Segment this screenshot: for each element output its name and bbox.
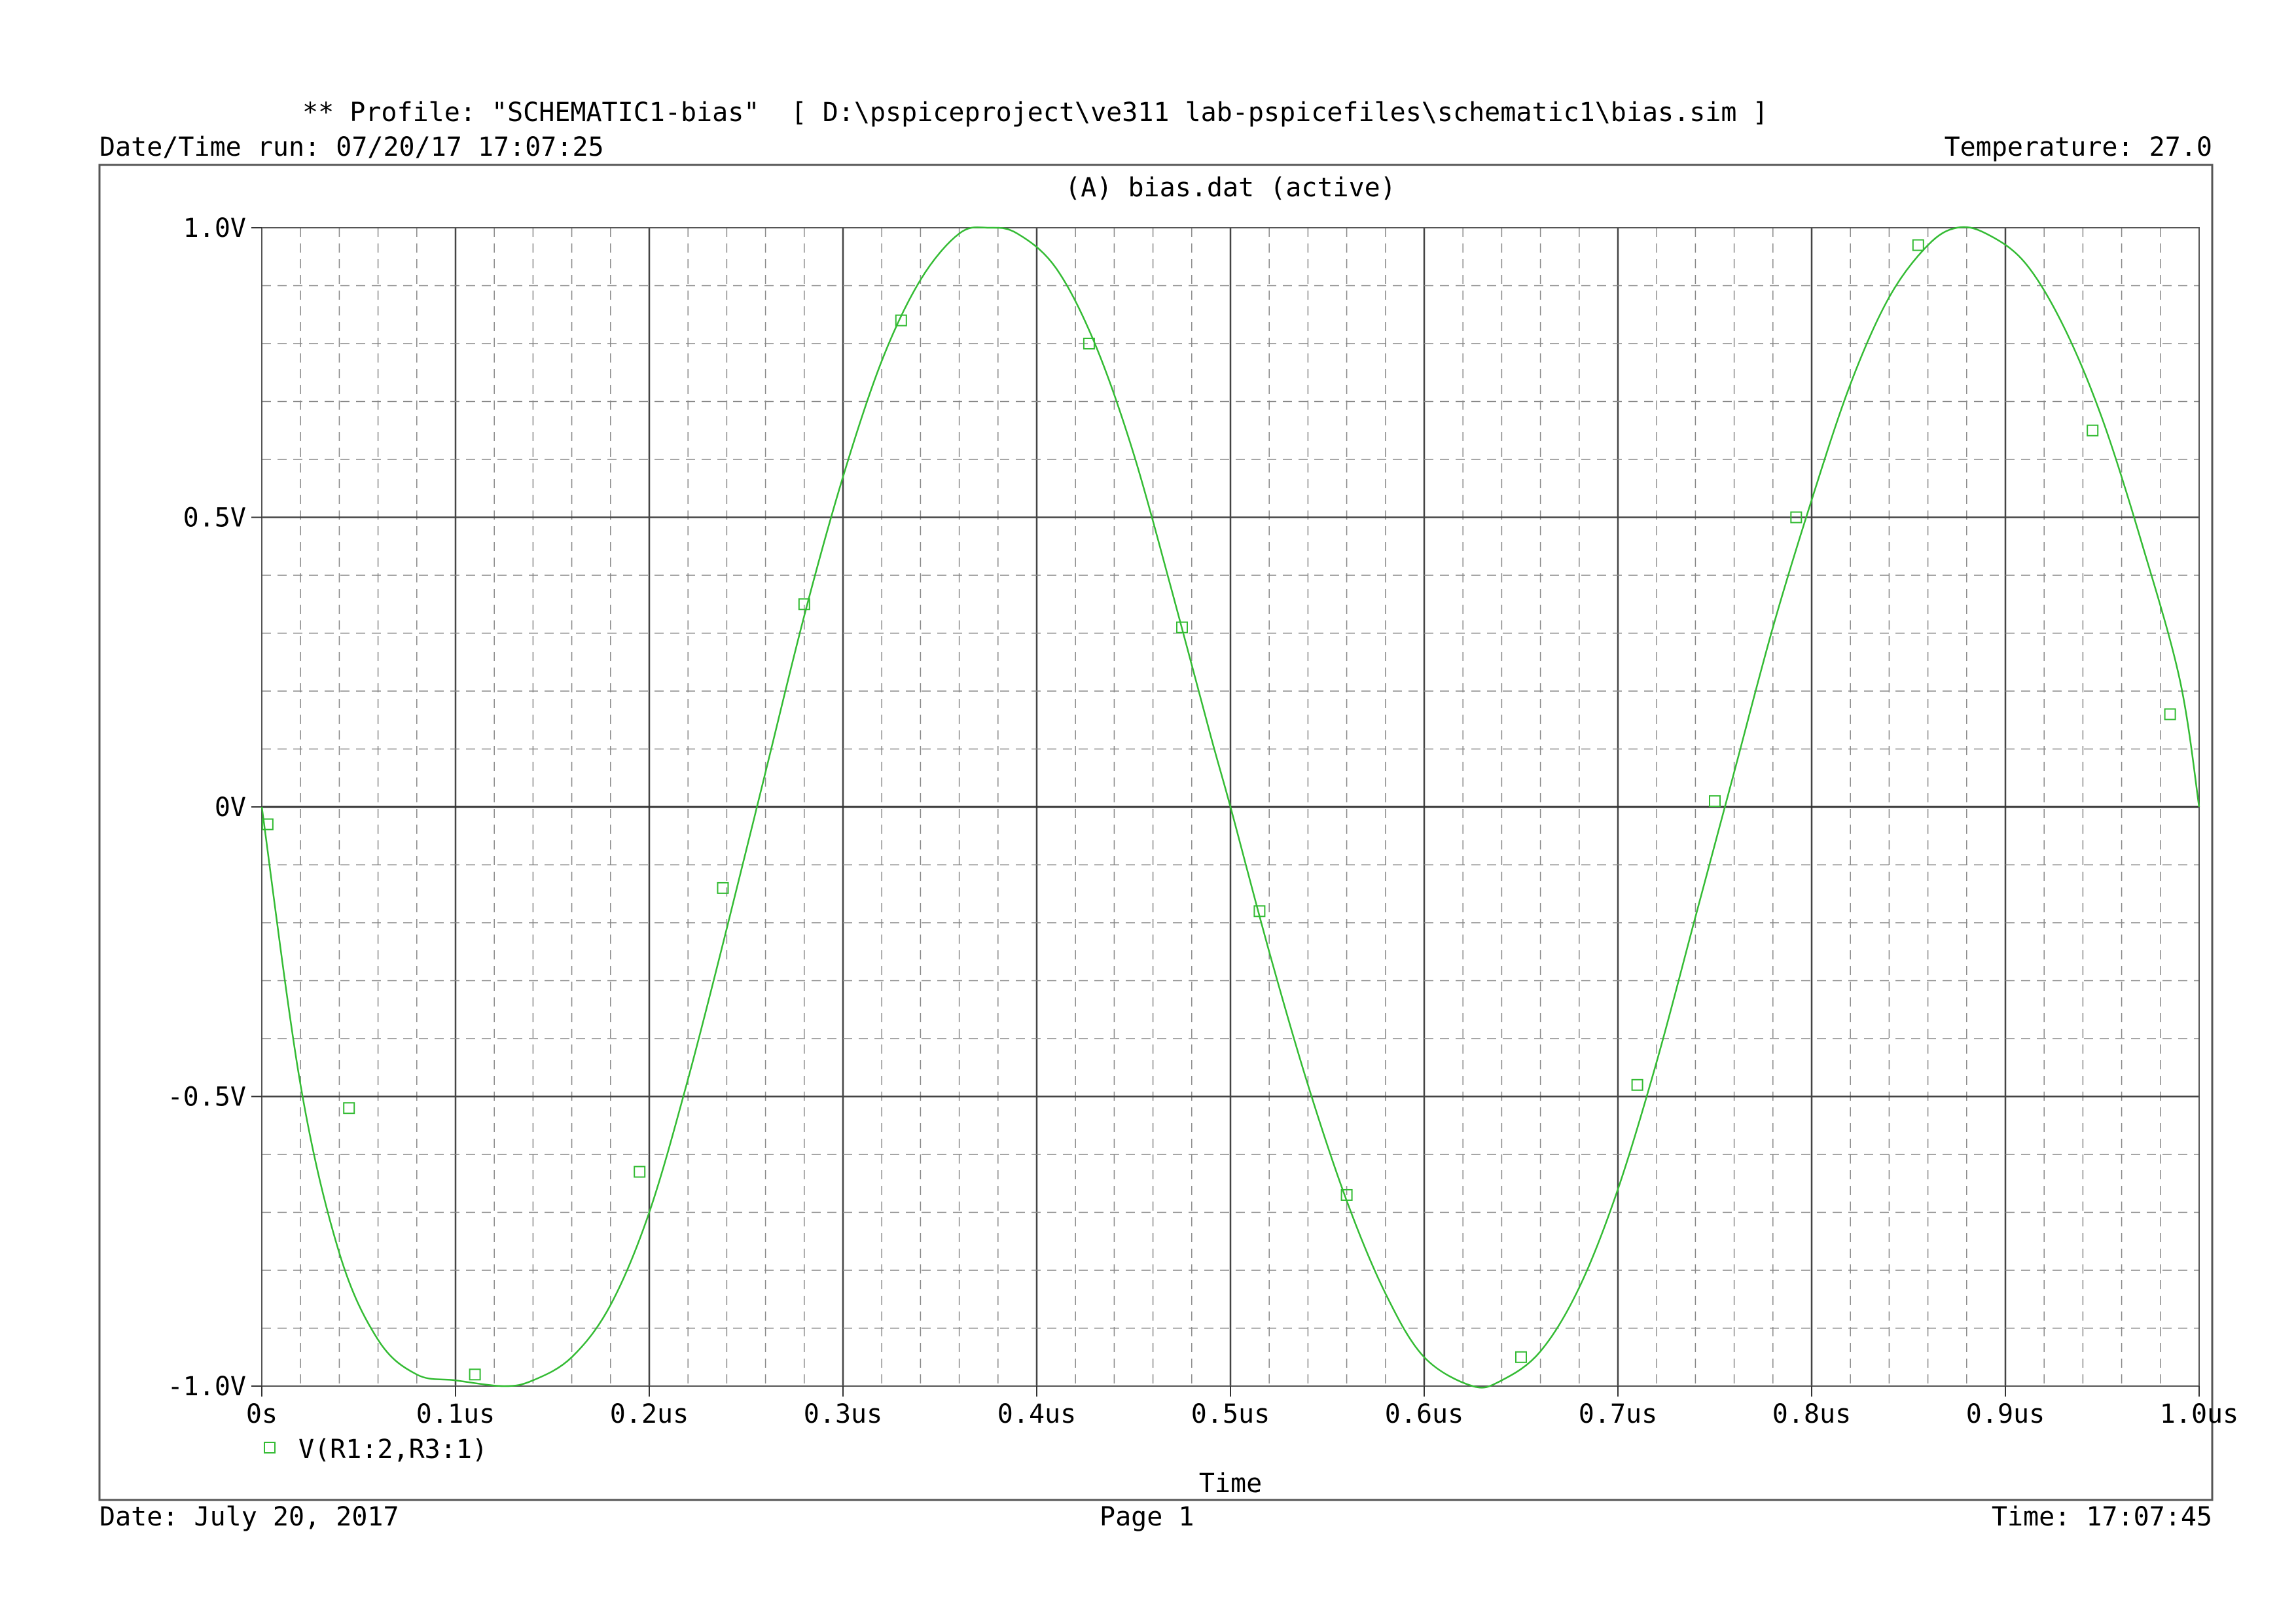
- grid: [262, 228, 2199, 1386]
- y-tick-label: 0.5V: [183, 503, 246, 533]
- series-marker: [1340, 1188, 1353, 1201]
- x-tick-label: 0.3us: [804, 1399, 882, 1429]
- datetime-run: Date/Time run: 07/20/17 17:07:25: [99, 132, 604, 162]
- x-axis-label: Time: [1199, 1469, 1262, 1499]
- x-tick-label: 0.4us: [997, 1399, 1076, 1429]
- y-tick-label: -1.0V: [168, 1372, 246, 1402]
- footer-time: Time: 17:07:45: [1991, 1502, 2212, 1532]
- series-marker: [1083, 338, 1095, 349]
- x-tick-label: 0s: [246, 1399, 278, 1429]
- footer-date: Date: July 20, 2017: [99, 1502, 399, 1532]
- series-marker: [1631, 1079, 1643, 1091]
- chart-title: (A) bias.dat (active): [1065, 173, 1396, 203]
- series-marker: [2164, 708, 2176, 721]
- series-marker: [469, 1368, 481, 1381]
- x-tick-label: 1.0us: [2160, 1399, 2238, 1429]
- series-marker: [1176, 621, 1188, 633]
- series-marker: [1790, 511, 1803, 524]
- series-marker: [261, 818, 274, 830]
- legend: V(R1:2,R3:1): [264, 1435, 488, 1465]
- x-tick-label: 0.8us: [1772, 1399, 1851, 1429]
- series-layer: [260, 226, 2200, 1389]
- x-tick-label: 0.2us: [610, 1399, 689, 1429]
- x-tick-label: 0.5us: [1191, 1399, 1270, 1429]
- y-axis-tick-labels: 1.0V 0.5V 0V -0.5V -1.0V: [168, 213, 246, 1402]
- series-marker: [895, 314, 907, 327]
- axis-ticks: [251, 227, 2200, 1397]
- x-tick-label: 0.7us: [1579, 1399, 1657, 1429]
- series-marker: [717, 882, 729, 894]
- y-tick-label: 0V: [215, 793, 246, 823]
- legend-marker-icon: [264, 1442, 276, 1454]
- footer-page: Page 1: [1100, 1502, 1194, 1532]
- series-marker: [798, 598, 810, 611]
- profile-line: ** Profile: "SCHEMATIC1-bias" [ D:\pspic…: [302, 98, 1768, 128]
- x-tick-label: 0.9us: [1966, 1399, 2045, 1429]
- series-marker: [2087, 424, 2099, 437]
- x-axis-tick-labels: 0s 0.1us 0.2us 0.3us 0.4us 0.5us 0.6us 0.7us 0.8…: [246, 1399, 2238, 1429]
- x-tick-label: 0.6us: [1385, 1399, 1463, 1429]
- series-line: [260, 226, 2200, 1389]
- series-marker: [1253, 905, 1266, 918]
- temperature: Temperature: 27.0: [1944, 132, 2212, 162]
- series-marker: [343, 1102, 355, 1115]
- series-marker: [1515, 1351, 1527, 1363]
- x-tick-label: 0.1us: [416, 1399, 495, 1429]
- y-tick-label: -0.5V: [168, 1082, 246, 1113]
- legend-label: V(R1:2,R3:1): [298, 1435, 488, 1465]
- y-tick-label: 1.0V: [183, 213, 246, 243]
- series-marker: [634, 1166, 646, 1178]
- series-marker: [1709, 795, 1721, 808]
- series-marker: [1912, 239, 1924, 251]
- chart-frame: [98, 164, 2214, 1501]
